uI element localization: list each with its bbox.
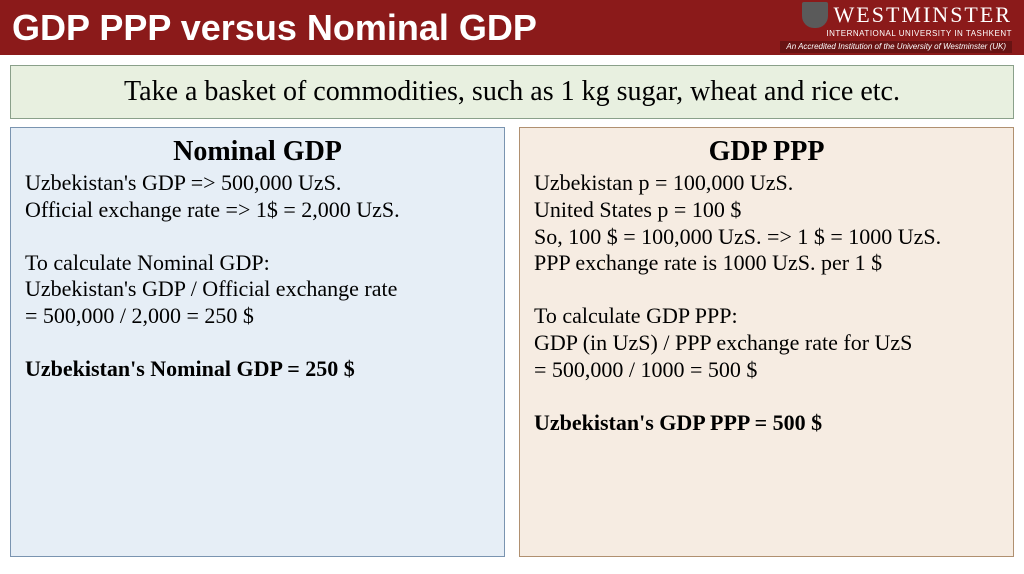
ppp-line-1: Uzbekistan p = 100,000 UzS.: [534, 170, 999, 197]
spacer: [534, 277, 999, 303]
spacer: [534, 384, 999, 410]
logo-tagline: An Accredited Institution of the Univers…: [780, 41, 1012, 53]
ppp-line-7: = 500,000 / 1000 = 500 $: [534, 357, 999, 384]
ppp-line-2: United States p = 100 $: [534, 197, 999, 224]
slide-title: GDP PPP versus Nominal GDP: [12, 7, 537, 49]
nominal-line-4: Uzbekistan's GDP / Official exchange rat…: [25, 276, 490, 303]
nominal-result: Uzbekistan's Nominal GDP = 250 $: [25, 356, 490, 383]
nominal-line-3: To calculate Nominal GDP:: [25, 250, 490, 277]
nominal-gdp-panel: Nominal GDP Uzbekistan's GDP => 500,000 …: [10, 127, 505, 557]
ppp-result: Uzbekistan's GDP PPP = 500 $: [534, 410, 999, 437]
intro-text: Take a basket of commodities, such as 1 …: [124, 76, 900, 107]
nominal-line-5: = 500,000 / 2,000 = 250 $: [25, 303, 490, 330]
spacer: [25, 224, 490, 250]
logo-name: WESTMINSTER: [834, 4, 1012, 26]
logo-subtitle: INTERNATIONAL UNIVERSITY IN TASHKENT: [826, 30, 1012, 38]
slide-header: GDP PPP versus Nominal GDP WESTMINSTER I…: [0, 0, 1024, 55]
logo-main-row: WESTMINSTER: [802, 2, 1012, 28]
ppp-line-3: So, 100 $ = 100,000 UzS. => 1 $ = 1000 U…: [534, 224, 999, 251]
intro-box: Take a basket of commodities, such as 1 …: [10, 65, 1014, 119]
ppp-line-4: PPP exchange rate is 1000 UzS. per 1 $: [534, 250, 999, 277]
university-logo: WESTMINSTER INTERNATIONAL UNIVERSITY IN …: [780, 2, 1012, 53]
crest-icon: [802, 2, 828, 28]
gdp-ppp-title: GDP PPP: [534, 136, 999, 168]
nominal-line-1: Uzbekistan's GDP => 500,000 UzS.: [25, 170, 490, 197]
comparison-columns: Nominal GDP Uzbekistan's GDP => 500,000 …: [0, 127, 1024, 557]
gdp-ppp-panel: GDP PPP Uzbekistan p = 100,000 UzS. Unit…: [519, 127, 1014, 557]
ppp-line-5: To calculate GDP PPP:: [534, 303, 999, 330]
nominal-line-2: Official exchange rate => 1$ = 2,000 UzS…: [25, 197, 490, 224]
nominal-gdp-title: Nominal GDP: [25, 136, 490, 168]
spacer: [25, 330, 490, 356]
ppp-line-6: GDP (in UzS) / PPP exchange rate for UzS: [534, 330, 999, 357]
